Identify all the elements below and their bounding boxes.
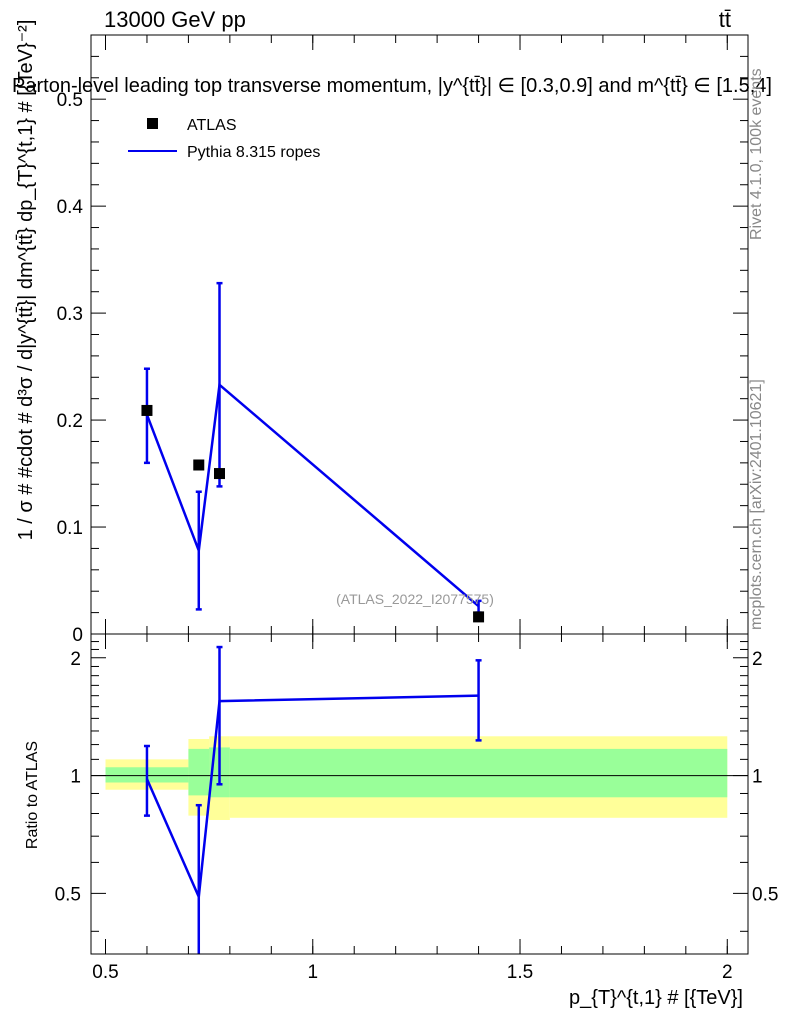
ratio-xtick-label: 0.5 — [92, 962, 118, 983]
main-ytick-label: 0.4 — [57, 197, 84, 218]
main-series — [141, 281, 485, 623]
main-ytick-label: 0.5 — [57, 90, 83, 111]
rivet-label: Rivet 4.1.0, 100k events — [748, 68, 765, 240]
mcplots-label: mcplots.cern.ch [arXiv:2401.10621] — [748, 379, 765, 630]
ratio-xtick-label: 2 — [722, 962, 733, 983]
atlas-marker — [193, 459, 205, 471]
atlas-marker — [213, 468, 225, 480]
ratio-ytick-label: 1 — [70, 767, 81, 788]
process-label: tt̄ — [719, 7, 731, 32]
legend-atlas-label: ATLAS — [187, 117, 237, 134]
ratio-band-green — [229, 748, 728, 798]
ratio-frame — [90, 633, 749, 955]
ratio-xtick-label: 1 — [307, 962, 318, 983]
ratio-ytick-label-right: 1 — [752, 767, 763, 788]
ratio-axes: 0.5 0.5 1 1 2 2 0.5 1 1.5 2 — [55, 634, 778, 983]
ratio-bands — [91, 736, 748, 820]
main-axes: 0 0.1 0.2 0.3 0.4 0.5 — [57, 35, 748, 646]
main-title: Parton-level leading top transverse mome… — [12, 75, 772, 97]
atlas-marker — [141, 404, 153, 416]
pythia-line — [145, 382, 480, 608]
x-axis-label: p_{T}^{t,1} # [{TeV}] — [569, 987, 743, 1009]
ratio-ylabel: Ratio to ATLAS — [24, 741, 41, 849]
analysis-watermark: (ATLAS_2022_I2077575) — [336, 591, 494, 607]
energy-label: 13000 GeV pp — [104, 7, 246, 32]
atlas-marker — [473, 611, 485, 623]
ratio-ytick-label: 0.5 — [55, 884, 81, 905]
ratio-ytick-label: 2 — [70, 649, 81, 670]
ratio-series — [143, 645, 482, 954]
legend: ATLAS Pythia 8.315 ropes — [128, 117, 320, 161]
ratio-xtick-label: 1.5 — [507, 962, 533, 983]
ratio-ytick-label-right: 0.5 — [752, 884, 778, 905]
legend-pythia-label: Pythia 8.315 ropes — [187, 144, 320, 161]
ratio-band-green — [188, 748, 210, 796]
main-ytick-label: 0.2 — [57, 411, 83, 432]
main-ytick-label: 0.3 — [57, 304, 83, 325]
ratio-ytick-label-right: 2 — [752, 649, 763, 670]
main-ytick-label: 0 — [72, 625, 83, 646]
ratio-pythia-line — [145, 694, 479, 902]
main-ytick-label: 0.1 — [57, 518, 83, 539]
main-ylabel: 1 / σ # #cdot # d³σ / d|y^{tt̄}| dm^{tt̄… — [15, 20, 37, 541]
legend-atlas-marker — [147, 118, 158, 129]
